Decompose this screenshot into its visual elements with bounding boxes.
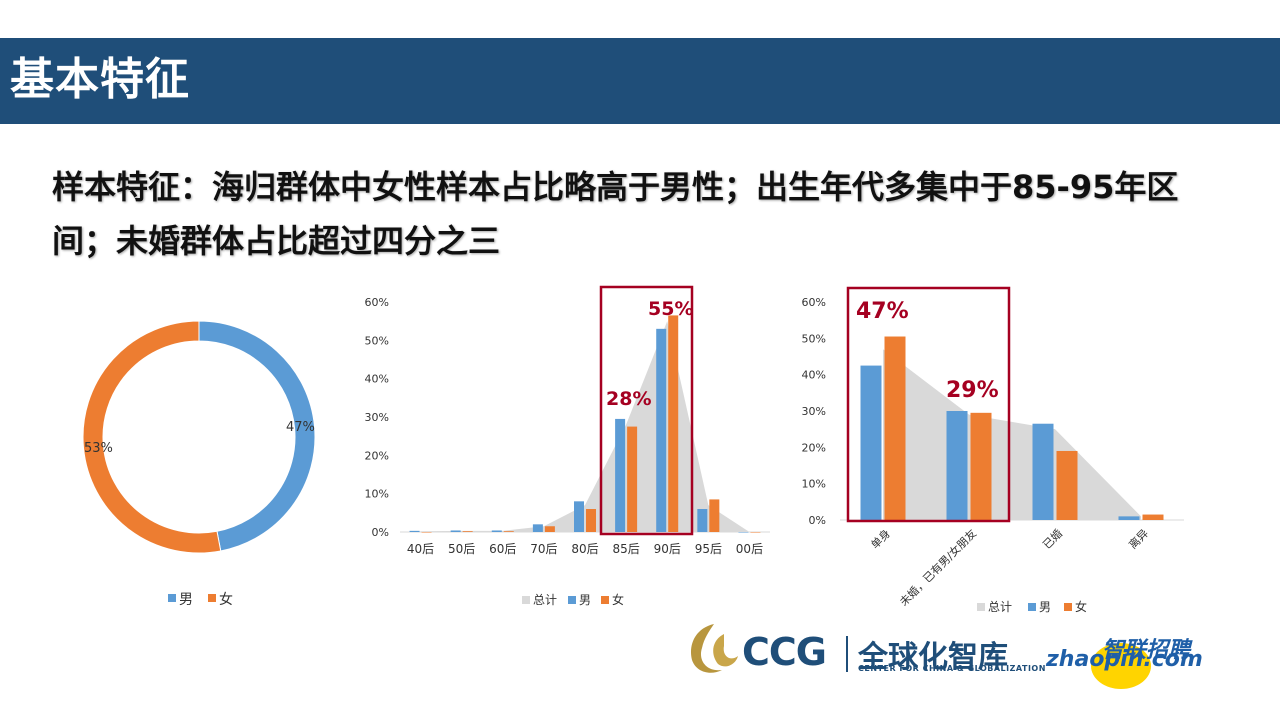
marital-highlight-box bbox=[846, 286, 1011, 523]
decade-bar-male-8 bbox=[738, 532, 749, 533]
marital-bar-female-3 bbox=[1142, 514, 1164, 520]
decade-highlight-box bbox=[599, 285, 694, 536]
decade-bar-female-3 bbox=[544, 526, 555, 532]
marital-bar-male-3 bbox=[1118, 516, 1140, 520]
marital-xlabel-0: 单身 bbox=[868, 526, 893, 551]
decade-ytick-5: 10% bbox=[365, 488, 389, 501]
decade-bar-male-0 bbox=[409, 530, 420, 532]
donut-label-male: 47% bbox=[286, 420, 315, 435]
marital-xlabel-1: 未婚，已有男/女朋友 bbox=[897, 526, 980, 609]
decade-ytick-4: 20% bbox=[365, 449, 389, 462]
decade-xlabel-8: 00后 bbox=[736, 542, 763, 556]
decade-legend-total: 总计 bbox=[533, 593, 557, 607]
subtitle: 样本特征：海归群体中女性样本占比略高于男性；出生年代多集中于85-95年区间；未… bbox=[52, 168, 1179, 260]
marital-ytick-4: 20% bbox=[802, 441, 826, 454]
page-title: 基本特征 bbox=[10, 54, 190, 105]
marital-area-total bbox=[883, 349, 1141, 520]
marital-ytick-2: 40% bbox=[802, 369, 826, 382]
decade-bar-female-2 bbox=[503, 531, 514, 532]
decade-xlabel-7: 95后 bbox=[695, 542, 722, 556]
marital-xlabel-2: 已婚 bbox=[1040, 526, 1065, 551]
marital-legend-total: 总计 bbox=[988, 600, 1012, 614]
decade-bar-male-3 bbox=[532, 524, 543, 532]
legend-swatch-male bbox=[168, 594, 176, 602]
marital-bar-male-0 bbox=[860, 365, 882, 520]
decade-legend-swatch-male bbox=[568, 596, 576, 604]
legend-label-male: 男 bbox=[179, 592, 193, 608]
marital-bar-female-0 bbox=[884, 336, 906, 520]
ccg-logo-emblem bbox=[690, 624, 738, 673]
decade-legend-swatch-female bbox=[601, 596, 609, 604]
decade-legend-male: 男 bbox=[579, 593, 591, 607]
marital-legend-female: 女 bbox=[1075, 599, 1087, 614]
decade-bar-male-5 bbox=[615, 418, 626, 532]
decade-ytick-0: 60% bbox=[365, 296, 389, 309]
decade-xlabel-3: 70后 bbox=[530, 542, 557, 556]
decade-bar-male-7 bbox=[697, 509, 708, 532]
decade-bar-male-2 bbox=[491, 530, 502, 532]
decade-xlabel-6: 90后 bbox=[654, 542, 681, 556]
marital-xlabel-3: 离异 bbox=[1126, 526, 1151, 551]
zhaopin-logo-circle bbox=[1091, 643, 1151, 689]
zhaopin-english-name: zhaopin.com bbox=[1046, 647, 1203, 672]
marital-ytick-5: 10% bbox=[802, 478, 826, 491]
marital-ytick-1: 50% bbox=[802, 332, 826, 345]
marital-legend-swatch-total bbox=[977, 603, 985, 611]
decade-xlabel-0: 40后 bbox=[407, 542, 434, 556]
marital-ytick-3: 30% bbox=[802, 405, 826, 418]
legend-swatch-female bbox=[208, 594, 216, 602]
decade-xlabel-4: 80后 bbox=[571, 542, 598, 556]
decade-ytick-1: 50% bbox=[365, 334, 389, 347]
decade-ytick-3: 30% bbox=[365, 411, 389, 424]
decade-bar-female-5 bbox=[627, 426, 638, 532]
marital-legend-swatch-male bbox=[1028, 603, 1036, 611]
marital-bar-female-1 bbox=[970, 412, 992, 520]
ccg-chinese-name: 全球化智库 bbox=[858, 640, 1008, 675]
legend-label-female: 女 bbox=[219, 591, 233, 608]
decade-bar-male-4 bbox=[574, 501, 584, 532]
decade-bar-female-4 bbox=[586, 509, 596, 532]
logo-divider bbox=[846, 636, 848, 672]
decade-annotation-90: 55% bbox=[648, 298, 693, 320]
marital-bar-male-2 bbox=[1032, 423, 1054, 520]
marital-bar-male-1 bbox=[946, 411, 968, 520]
ccg-logo-text: CCG bbox=[742, 630, 827, 674]
decade-bar-male-1 bbox=[450, 530, 461, 532]
decade-bar-female-1 bbox=[462, 531, 473, 532]
decade-legend-female: 女 bbox=[612, 592, 624, 607]
decade-bar-female-0 bbox=[421, 532, 432, 533]
donut-label-female: 53% bbox=[84, 441, 113, 456]
decade-xlabel-1: 50后 bbox=[448, 542, 475, 556]
decade-xlabel-5: 85后 bbox=[612, 542, 639, 556]
decade-ytick-6: 0% bbox=[372, 526, 389, 539]
decade-annotation-85: 28% bbox=[606, 388, 651, 410]
zhaopin-chinese-name: 智联招聘 bbox=[1102, 638, 1191, 663]
marital-ytick-0: 60% bbox=[802, 296, 826, 309]
decade-ytick-2: 40% bbox=[365, 373, 389, 386]
decade-bar-female-8 bbox=[750, 532, 761, 533]
decade-bar-male-6 bbox=[656, 328, 667, 532]
marital-legend-male: 男 bbox=[1039, 600, 1051, 614]
decade-area-total bbox=[420, 321, 752, 532]
marital-annotation-partner: 29% bbox=[946, 378, 999, 403]
donut-slice-male bbox=[198, 320, 316, 552]
decade-legend-swatch-total bbox=[522, 596, 530, 604]
marital-bar-female-2 bbox=[1056, 450, 1078, 520]
marital-legend-swatch-female bbox=[1064, 603, 1072, 611]
decade-xlabel-2: 60后 bbox=[489, 542, 516, 556]
donut-slice-female bbox=[82, 320, 222, 554]
marital-annotation-single: 47% bbox=[856, 299, 909, 324]
marital-ytick-6: 0% bbox=[809, 514, 826, 527]
header-banner: 基本特征 bbox=[0, 38, 1280, 124]
decade-bar-female-7 bbox=[709, 499, 720, 532]
decade-bar-female-6 bbox=[668, 315, 679, 532]
ccg-english-name: CENTER FOR CHINA & GLOBALIZATION bbox=[858, 664, 1046, 673]
